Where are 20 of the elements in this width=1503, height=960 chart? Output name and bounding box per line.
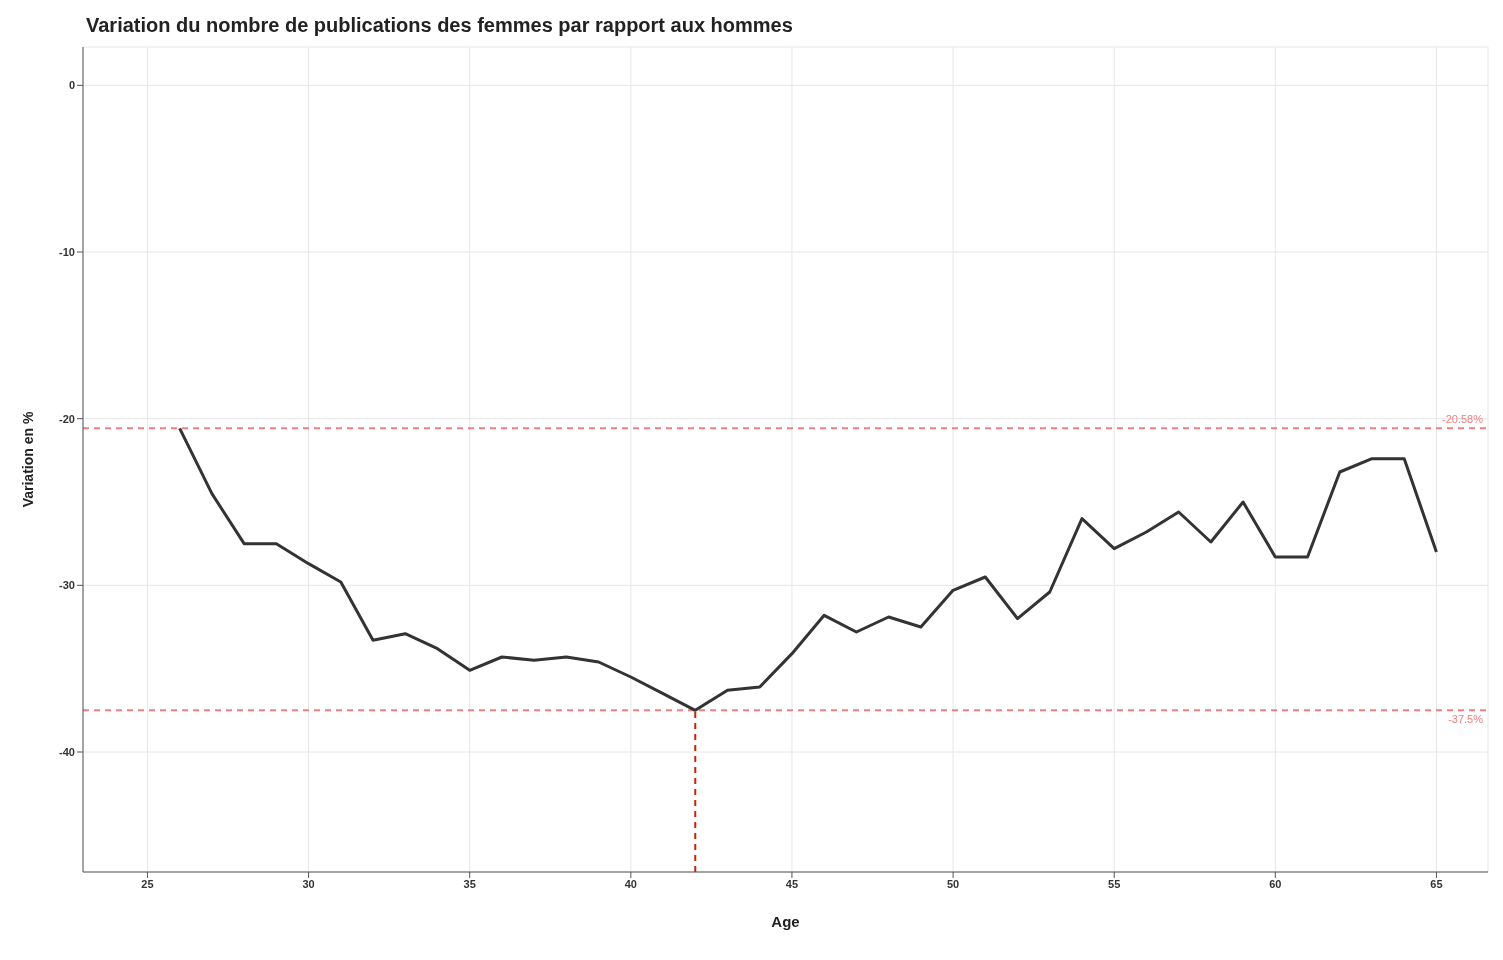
line-series bbox=[178, 426, 1438, 712]
ref-line-label: -37.5% bbox=[1448, 713, 1484, 726]
y-tick-label: -20 bbox=[59, 412, 75, 425]
x-tick-label: 35 bbox=[463, 877, 476, 890]
y-tick-label: 0 bbox=[68, 79, 75, 92]
x-tick-label: 50 bbox=[946, 877, 960, 890]
x-axis-title: Age bbox=[771, 913, 800, 930]
ref-line-label: -20.58% bbox=[1442, 413, 1484, 426]
y-tick-label: -10 bbox=[59, 245, 75, 258]
x-tick-label: 30 bbox=[302, 877, 315, 890]
x-tick-label: 40 bbox=[624, 877, 637, 890]
x-tick-label: 25 bbox=[141, 877, 154, 890]
x-tick-label: 60 bbox=[1269, 877, 1282, 890]
x-tick-label: 45 bbox=[785, 877, 799, 890]
x-tick-label: 55 bbox=[1108, 877, 1121, 890]
y-tick-label: -40 bbox=[59, 745, 75, 758]
x-tick-label: 65 bbox=[1430, 877, 1443, 890]
y-axis-title: Variation en % bbox=[19, 411, 36, 508]
chart-title: Variation du nombre de publications des femmes par rapport aux hommes bbox=[86, 14, 794, 37]
y-tick-label: -30 bbox=[59, 579, 75, 592]
